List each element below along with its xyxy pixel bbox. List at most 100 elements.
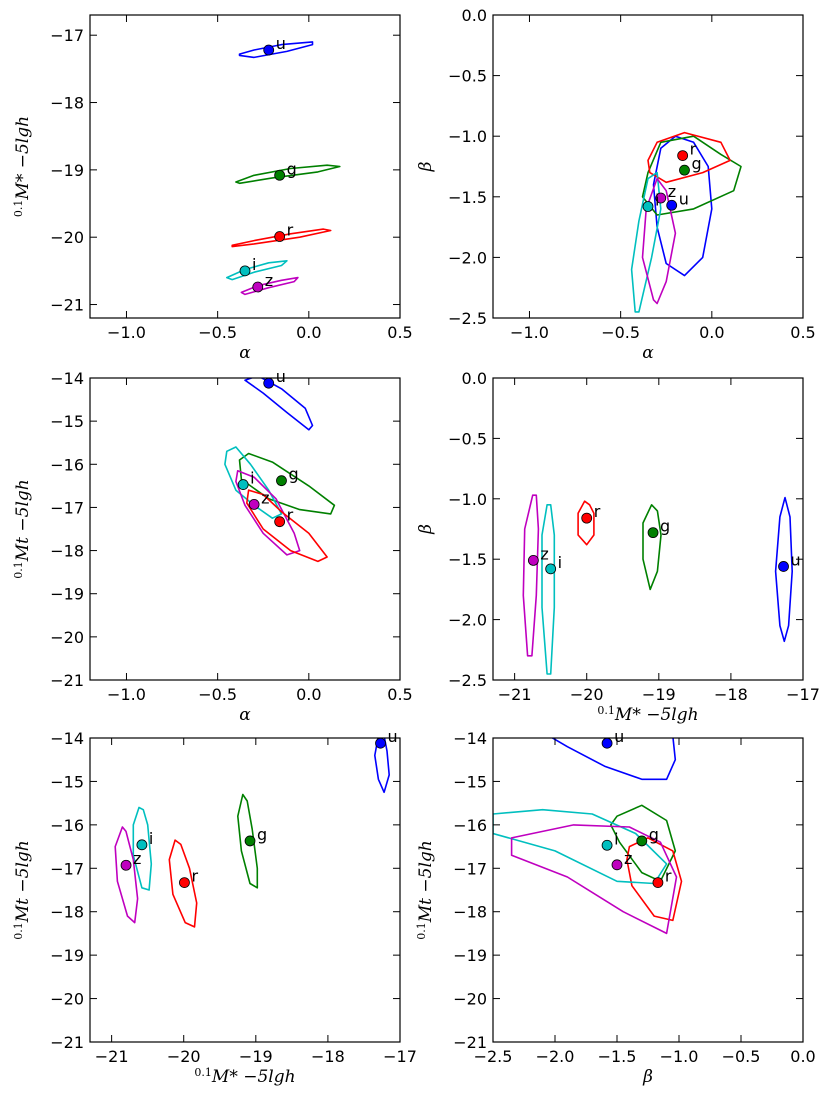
point-u [263,377,275,389]
point-label-z: z [261,488,269,507]
point-g [647,527,659,539]
contour-z [114,826,139,924]
point-label-u: u [614,727,624,746]
contour-i [132,806,153,891]
y-tick-label: −18 [453,903,487,922]
point-g [679,164,690,176]
x-tick-label: −17 [786,685,820,704]
contour-i [493,808,668,885]
y-tick-label: −1.5 [448,188,487,207]
point-label-u: u [276,34,286,53]
y-tick-label: 0.0 [462,6,487,25]
x-tick-label: 0.5 [387,685,412,704]
point-label-r: r [191,867,198,886]
x-tick-label: −2.5 [474,1047,513,1066]
panel-5: −21 −20 −19 −18 −17 −21 −20 −19 −18 −17 −16 −15 −14 0… [12,727,417,1087]
y-tick-label: −16 [453,816,487,835]
x-tick-label: −0.5 [601,323,640,342]
point-label-z: z [540,544,548,563]
point-r [581,512,593,524]
y-tick-label: −17 [50,26,84,45]
point-g [636,835,648,847]
x-axis-label: α [239,343,251,363]
plot-frame [89,737,401,1043]
contour-i [224,446,283,520]
x-axis-label-sup: 0.1 [194,1066,212,1079]
y-axis-label: 0.1M* −5lgh [12,116,33,217]
x-tick-label: 0.0 [296,323,321,342]
x-axis-label: β [642,1067,653,1087]
y-tick-label: −16 [50,816,84,835]
x-tick-label: 0.0 [296,685,321,704]
x-axis-label: α [642,343,654,363]
y-axis-label-main: Mt −5lgh [416,840,436,923]
y-tick-label: −19 [453,946,487,965]
contour-g [237,793,259,889]
contour-i [226,259,288,281]
point-label-g: g [288,465,298,484]
y-tick-label: −17 [453,859,487,878]
x-tick-label: 0.0 [790,1047,815,1066]
y-tick-label: −17 [50,498,84,517]
y-tick-label: −19 [50,585,84,604]
contour-r [168,839,198,928]
x-tick-label: −1.0 [107,323,146,342]
y-tick-label: −2.5 [448,309,487,328]
point-g [274,169,286,181]
y-axis-label-sup: 0.1 [12,922,25,940]
contour-u [550,738,677,781]
panel-3: −1.0 −0.5 0.0 0.5 −21 −20 −19 −18 −17 −16 −15 −14 α 0… [12,367,413,725]
point-label-r: r [690,140,697,159]
x-tick-label: 0.0 [699,323,724,342]
point-z [248,499,260,510]
x-tick-label: −0.5 [198,685,237,704]
panel-2: −1.0 −0.5 0.0 0.5 −2.5 −2.0 −1.5 −1.0 −0.5 0.0 α β r… [416,6,816,363]
x-axis-label: α [239,705,251,725]
point-i [237,479,249,490]
y-tick-label: −16 [50,455,84,474]
point-label-r: r [287,506,294,525]
point-label-g: g [691,154,701,173]
x-tick-label: −20 [167,1047,201,1066]
contour-g [238,452,336,515]
point-label-z: z [668,182,676,201]
y-tick-label: −1.5 [448,550,487,569]
point-label-g: g [660,517,670,536]
contour-u [244,378,314,431]
point-label-r: r [665,867,672,886]
contour-r [577,500,595,546]
point-u [601,737,613,749]
y-axis-label: 0.1Mt −5lgh [12,840,33,939]
point-r [652,877,664,889]
point-label-i: i [149,829,153,848]
point-r [179,877,190,889]
contours [522,494,794,675]
plot-frame [492,14,804,319]
y-tick-label: −15 [50,412,84,431]
contour-z [235,469,301,556]
contours [226,41,341,296]
point-z [252,281,264,293]
y-tick-label: −18 [50,542,84,561]
y-tick-label: −18 [50,903,84,922]
point-z [655,192,667,204]
point-u [375,737,386,749]
contour-r [647,131,731,184]
point-label-g: g [287,159,297,178]
y-tick-label: −20 [453,990,487,1009]
point-u [666,199,678,211]
point-label-g: g [649,825,659,844]
y-tick-label: −19 [50,161,84,180]
y-tick-label: −18 [50,94,84,113]
contour-i [630,171,662,313]
y-tick-label: −20 [50,228,84,247]
x-axis-label: 0.1M* −5lgh [194,1066,295,1087]
point-u [263,44,275,56]
contour-z [641,177,677,305]
y-tick-label: −21 [453,1033,487,1052]
point-label-r: r [594,502,601,521]
x-tick-label: −1.0 [107,685,146,704]
contour-r [246,489,328,563]
y-axis-label: β [416,524,436,535]
point-label-r: r [287,221,294,240]
